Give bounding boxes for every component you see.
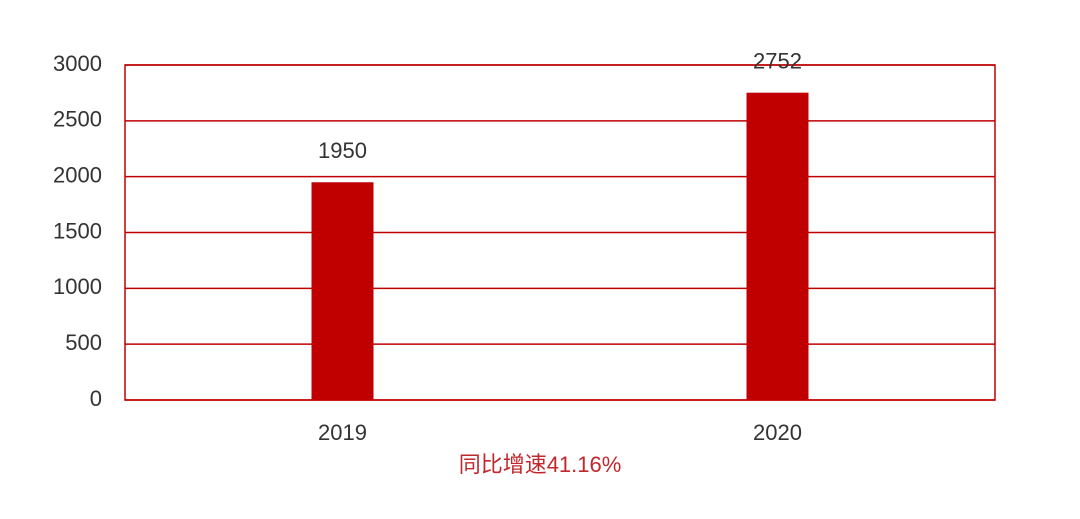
y-tick-label: 1000	[53, 274, 102, 299]
x-tick-label: 2019	[318, 420, 367, 445]
y-tick-label: 3000	[53, 51, 102, 76]
y-tick-label: 1500	[53, 218, 102, 243]
y-tick-label: 2500	[53, 107, 102, 132]
y-tick-label: 0	[90, 386, 102, 411]
y-tick-label: 500	[65, 330, 102, 355]
annotation: 同比增速41.16%	[459, 452, 622, 477]
data-label: 1950	[318, 138, 367, 163]
x-tick-label: 2020	[753, 420, 802, 445]
bar	[311, 182, 374, 400]
bar	[746, 92, 809, 401]
data-label: 2752	[753, 49, 802, 74]
y-tick-label: 2000	[53, 162, 102, 187]
